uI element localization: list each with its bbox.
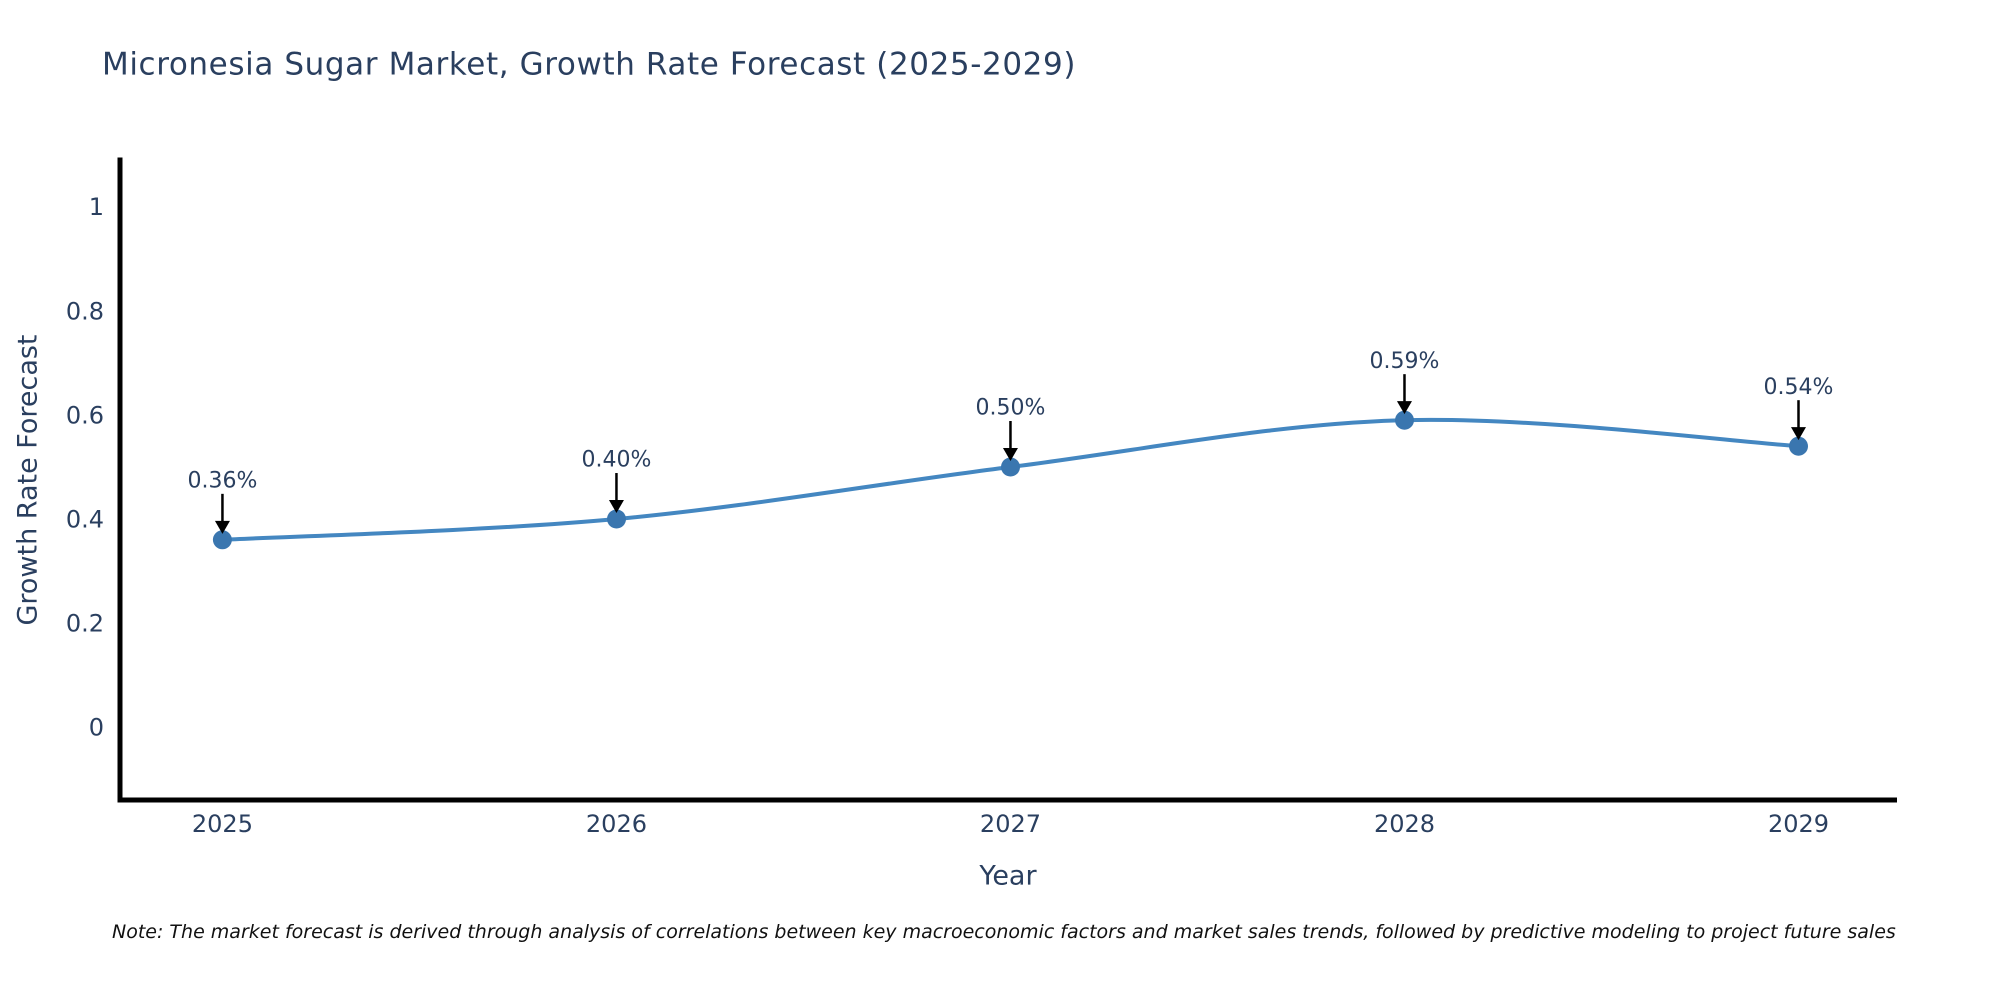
x-tick-label-2029: 2029	[1768, 810, 1829, 838]
annotation-arrow-head	[214, 520, 230, 534]
data-point-marker-2025	[212, 530, 232, 550]
data-point-marker-2028	[1395, 410, 1414, 430]
y-tick-label-1: 1	[89, 193, 104, 221]
point-value-label: 0.54%	[1764, 375, 1834, 400]
y-tick-label-0.8: 0.8	[66, 297, 104, 325]
y-tick-label-0.6: 0.6	[66, 401, 104, 429]
point-value-label: 0.36%	[187, 469, 257, 494]
point-value-label: 0.59%	[1370, 349, 1440, 374]
y-tick-label-0.4: 0.4	[66, 505, 104, 533]
point-value-label: 0.50%	[976, 396, 1046, 421]
y-tick-label-0: 0	[89, 714, 104, 742]
x-tick-label-2027: 2027	[980, 810, 1041, 838]
annotation-arrow-head	[1790, 427, 1806, 441]
footnote: Note: The market forecast is derived thr…	[112, 921, 1896, 943]
annotation-arrow-head	[1396, 401, 1412, 415]
annotation-arrow-head	[608, 500, 624, 514]
x-tick-label-2026: 2026	[586, 810, 647, 838]
data-point-marker-2026	[607, 509, 626, 529]
x-axis-title: Year	[979, 860, 1037, 892]
x-tick-label-2025: 2025	[192, 810, 253, 838]
chart-title: Micronesia Sugar Market, Growth Rate For…	[102, 46, 1077, 83]
annotation-arrow-head	[1002, 447, 1018, 461]
y-tick-label-0.2: 0.2	[66, 609, 104, 637]
point-value-label: 0.40%	[582, 448, 652, 473]
data-point-marker-2029	[1789, 436, 1808, 456]
data-point-marker-2027	[1001, 457, 1020, 477]
x-tick-label-2028: 2028	[1374, 810, 1435, 838]
